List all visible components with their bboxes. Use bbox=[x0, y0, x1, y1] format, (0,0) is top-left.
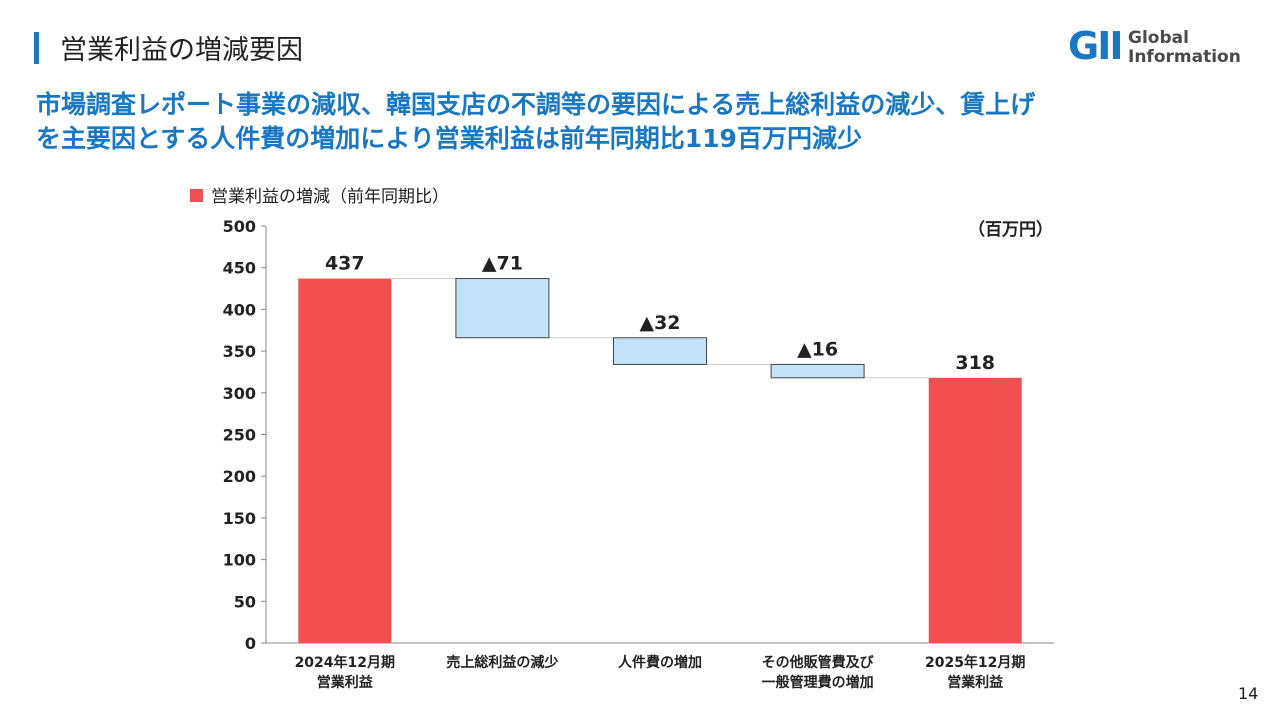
data-label: ▲71 bbox=[482, 253, 523, 275]
bar-delta bbox=[613, 337, 707, 365]
bar-total bbox=[928, 377, 1022, 643]
page-number: 14 bbox=[1238, 684, 1259, 703]
title-accent-bar bbox=[34, 32, 39, 64]
category-label: 営業利益 bbox=[317, 674, 373, 691]
page-title: 営業利益の増減要因 bbox=[60, 35, 303, 66]
category-label: その他販管費及び bbox=[762, 654, 875, 671]
y-tick-label: 250 bbox=[223, 426, 256, 445]
data-label: ▲16 bbox=[797, 338, 838, 360]
y-tick-label: 500 bbox=[223, 217, 256, 236]
chart-unit-label: （百万円） bbox=[968, 220, 1053, 240]
logo-text-line1: Global bbox=[1128, 28, 1189, 48]
logo-mark: GII bbox=[1068, 24, 1123, 68]
category-label: 2024年12月期 bbox=[295, 654, 395, 671]
bar-delta bbox=[770, 363, 865, 379]
chart-legend: 営業利益の増減（前年同期比） bbox=[190, 182, 449, 207]
y-tick-label: 150 bbox=[223, 509, 256, 528]
legend-label: 営業利益の増減（前年同期比） bbox=[211, 187, 449, 207]
y-tick-label: 300 bbox=[223, 384, 256, 403]
y-tick-label: 350 bbox=[223, 342, 256, 361]
y-tick-label: 450 bbox=[223, 259, 256, 278]
y-tick-label: 100 bbox=[223, 551, 256, 570]
data-label: 318 bbox=[955, 352, 995, 374]
logo-text: Global Information bbox=[1128, 29, 1241, 67]
legend-swatch bbox=[190, 188, 203, 202]
headline: 市場調査レポート事業の減収、韓国支店の不調等の要因による売上総利益の減少、賃上げ… bbox=[36, 88, 1246, 156]
category-label: 人件費の増加 bbox=[618, 654, 702, 671]
bar-total bbox=[298, 278, 392, 643]
headline-line1: 市場調査レポート事業の減収、韓国支店の不調等の要因による売上総利益の減少、賃上げ bbox=[36, 90, 1036, 119]
data-label: 437 bbox=[325, 253, 365, 275]
category-label: 2025年12月期 bbox=[925, 654, 1025, 671]
category-label: 一般管理費の増加 bbox=[762, 674, 874, 691]
y-tick-label: 0 bbox=[245, 634, 256, 653]
bar-delta bbox=[455, 278, 550, 339]
y-tick-label: 400 bbox=[223, 300, 256, 319]
category-label: 売上総利益の減少 bbox=[446, 654, 558, 671]
headline-line2: を主要因とする人件費の増加により営業利益は前年同期比119百万円減少 bbox=[36, 124, 862, 153]
data-label: ▲32 bbox=[639, 312, 680, 334]
y-tick-label: 200 bbox=[223, 467, 256, 486]
company-logo: GII Global Information bbox=[1068, 24, 1248, 72]
logo-text-line2: Information bbox=[1128, 47, 1241, 67]
category-label: 営業利益 bbox=[947, 674, 1003, 691]
y-tick-label: 50 bbox=[234, 592, 256, 611]
